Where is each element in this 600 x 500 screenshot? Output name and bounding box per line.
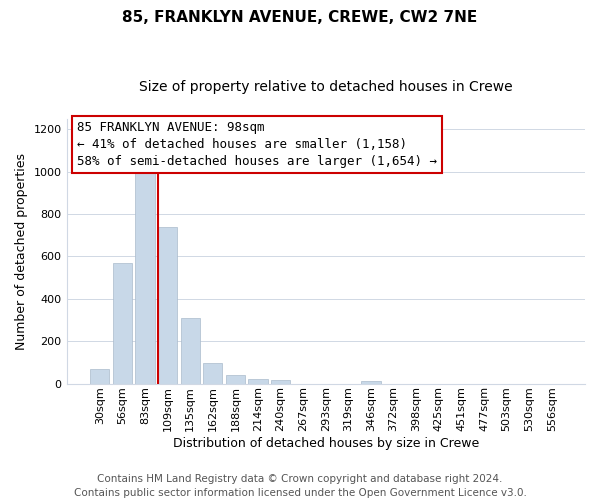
- Text: Contains HM Land Registry data © Crown copyright and database right 2024.
Contai: Contains HM Land Registry data © Crown c…: [74, 474, 526, 498]
- Bar: [181, 318, 200, 384]
- X-axis label: Distribution of detached houses by size in Crewe: Distribution of detached houses by size …: [173, 437, 479, 450]
- Bar: [203, 364, 223, 384]
- Bar: [226, 375, 245, 384]
- Text: 85, FRANKLYN AVENUE, CREWE, CW2 7NE: 85, FRANKLYN AVENUE, CREWE, CW2 7NE: [122, 10, 478, 25]
- Bar: [158, 227, 177, 384]
- Bar: [90, 368, 109, 384]
- Bar: [136, 172, 155, 384]
- Title: Size of property relative to detached houses in Crewe: Size of property relative to detached ho…: [139, 80, 512, 94]
- Bar: [271, 380, 290, 384]
- Y-axis label: Number of detached properties: Number of detached properties: [15, 152, 28, 350]
- Bar: [361, 382, 380, 384]
- Bar: [113, 263, 132, 384]
- Text: 85 FRANKLYN AVENUE: 98sqm
← 41% of detached houses are smaller (1,158)
58% of se: 85 FRANKLYN AVENUE: 98sqm ← 41% of detac…: [77, 122, 437, 168]
- Bar: [248, 380, 268, 384]
